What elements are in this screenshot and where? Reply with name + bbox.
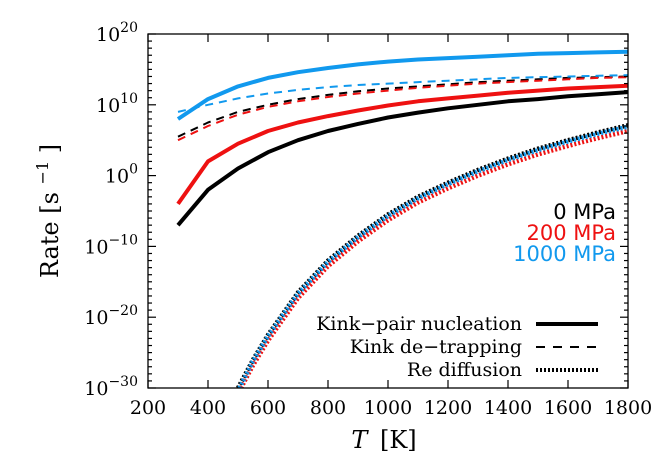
x-axis-variable: T — [351, 426, 369, 454]
x-tick-label: 1200 — [424, 397, 472, 419]
series-detrapping-0mpa — [177, 75, 628, 138]
x-tick-label: 1800 — [604, 397, 652, 419]
svg-text:T [K]: T [K] — [351, 426, 416, 454]
y-tick-label: 10−30 — [84, 374, 138, 400]
svg-text:Rate [s −1 ]: Rate [s −1 ] — [26, 144, 64, 278]
y-tick-label: 1020 — [96, 20, 138, 46]
x-tick-label: 1400 — [484, 397, 532, 419]
y-axis-label-close: ] — [36, 144, 64, 153]
plot-frame — [147, 33, 629, 389]
x-axis-title: T [K] — [351, 426, 416, 454]
x-tick-label: 400 — [190, 397, 226, 419]
stress-label-2: 1000 MPa — [513, 242, 616, 266]
y-tick-label: 10−10 — [84, 232, 138, 258]
y-tick-label: 10−20 — [84, 303, 138, 329]
series-re_diffusion-200mpa — [239, 128, 628, 388]
y-tick-label: 1010 — [96, 91, 138, 117]
x-tick-label: 1000 — [364, 397, 412, 419]
series-nucleation-200mpa — [176, 83, 628, 206]
tick-layer: 200 400 600 800 1000 1200 1400 1600 1800 1020 1010… — [84, 20, 652, 419]
series-nucleation-0mpa — [176, 90, 628, 227]
y-axis-title: Rate [s −1 ] — [26, 144, 64, 278]
stress-label-1: 200 MPa — [527, 221, 616, 245]
x-tick-label: 200 — [130, 397, 166, 419]
y-tick-label: 100 — [105, 162, 138, 188]
series-re_diffusion-0mpa — [236, 123, 628, 388]
x-tick-label: 600 — [250, 397, 286, 419]
series-detrapping-1000mpa — [177, 74, 628, 113]
x-tick-label: 800 — [310, 397, 346, 419]
legend-label-detrapping: Kink de−trapping — [350, 336, 522, 358]
stress-label-0: 0 MPa — [553, 200, 616, 224]
curve-layer — [176, 49, 628, 388]
y-axis-label-sup: −1 — [33, 161, 52, 185]
series-detrapping-200mpa — [177, 76, 628, 142]
stress-labels: 0 MPa 200 MPa 1000 MPa — [513, 200, 616, 266]
x-axis-unit: [K] — [380, 426, 417, 454]
legend-label-nucleation: Kink−pair nucleation — [316, 313, 522, 335]
series-re_diffusion-1000mpa — [237, 124, 628, 388]
legend-label-re-diffusion: Re diffusion — [407, 359, 522, 381]
y-axis-label: Rate [s — [36, 192, 64, 278]
x-tick-label: 1600 — [544, 397, 592, 419]
series-nucleation-1000mpa — [176, 49, 628, 121]
legend: Kink−pair nucleation Kink de−trapping Re… — [316, 313, 598, 381]
